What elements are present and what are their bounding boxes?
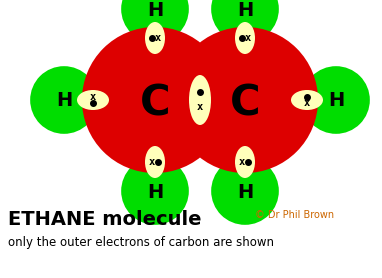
Ellipse shape: [77, 90, 109, 110]
Ellipse shape: [145, 146, 165, 178]
Circle shape: [212, 0, 278, 42]
Text: x: x: [197, 102, 203, 112]
Circle shape: [122, 0, 188, 42]
Circle shape: [31, 67, 97, 133]
Text: x: x: [90, 92, 96, 102]
Circle shape: [173, 28, 317, 172]
Circle shape: [122, 158, 188, 224]
Text: only the outer electrons of carbon are shown: only the outer electrons of carbon are s…: [8, 236, 274, 249]
Text: x: x: [304, 98, 310, 108]
Circle shape: [303, 67, 369, 133]
Ellipse shape: [145, 22, 165, 54]
Text: x: x: [149, 157, 155, 167]
Circle shape: [212, 158, 278, 224]
Text: H: H: [147, 1, 163, 19]
Text: H: H: [237, 1, 253, 19]
Ellipse shape: [189, 75, 211, 125]
Text: x: x: [155, 33, 161, 43]
Text: x: x: [245, 33, 251, 43]
Text: H: H: [237, 182, 253, 202]
Text: © Dr Phil Brown: © Dr Phil Brown: [255, 210, 334, 220]
Text: C: C: [230, 83, 260, 125]
Text: ETHANE molecule: ETHANE molecule: [8, 210, 201, 229]
Text: C: C: [140, 83, 170, 125]
Text: H: H: [147, 182, 163, 202]
Text: x: x: [239, 157, 245, 167]
Ellipse shape: [235, 22, 255, 54]
Text: H: H: [328, 91, 344, 110]
Circle shape: [83, 28, 227, 172]
Text: H: H: [56, 91, 72, 110]
Ellipse shape: [291, 90, 323, 110]
Ellipse shape: [235, 146, 255, 178]
